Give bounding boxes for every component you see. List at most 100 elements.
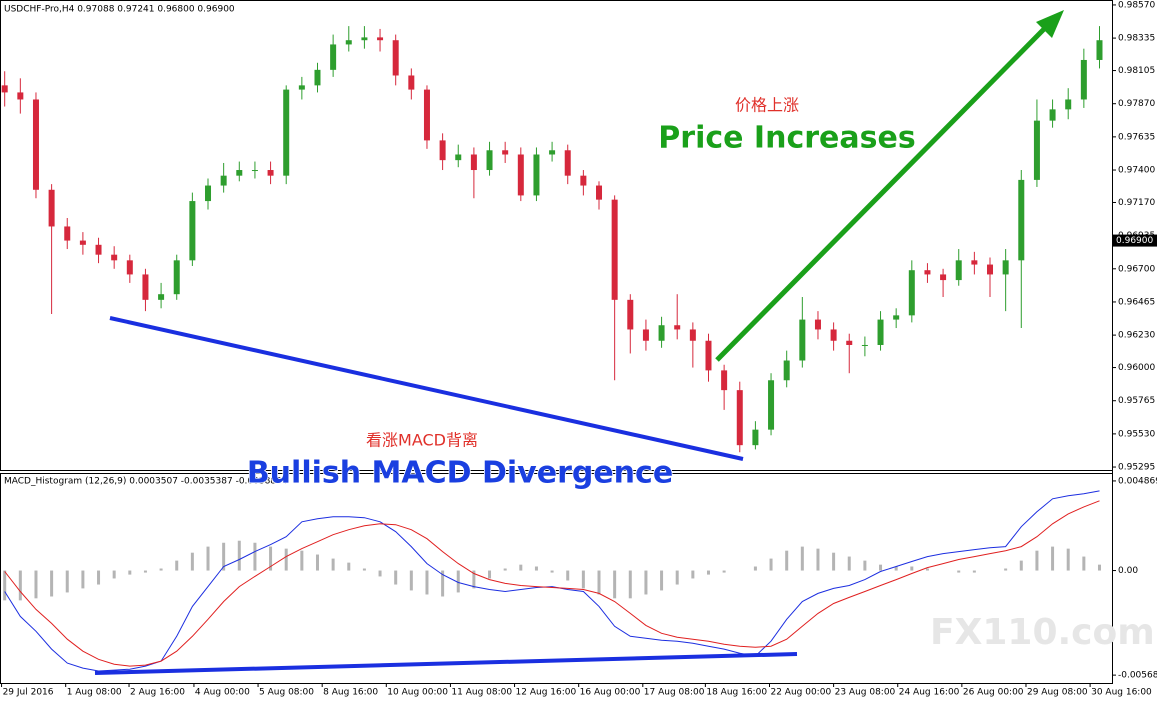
histogram-bar <box>1051 546 1055 571</box>
price-panel <box>0 0 1113 471</box>
candle-body <box>611 199 618 300</box>
candle-body <box>95 244 102 255</box>
candle-body <box>251 170 258 172</box>
x-tick-label: 30 Aug 16:00 <box>1091 688 1152 698</box>
histogram-bar <box>97 570 101 585</box>
candle-body <box>768 380 775 430</box>
x-tick-label: 24 Aug 16:00 <box>899 688 960 698</box>
histogram-bar <box>1019 560 1023 571</box>
candle-body <box>642 329 649 341</box>
candle-body <box>830 329 837 341</box>
histogram-bar <box>488 570 492 579</box>
current-price-box <box>1113 234 1157 247</box>
candle-body <box>1033 120 1040 180</box>
y-tick-label: 0.96230 <box>1118 331 1155 341</box>
candle-body <box>455 154 462 161</box>
histogram-bar <box>691 570 695 579</box>
y-tick-label: 0.97870 <box>1118 99 1155 109</box>
y-tick-label: 0.97635 <box>1118 132 1155 142</box>
trend-arrow <box>715 23 1050 362</box>
candle-body <box>783 360 790 381</box>
histogram-bar <box>128 570 132 575</box>
candle-body <box>32 99 39 190</box>
candle-body <box>1049 109 1056 121</box>
histogram-bar <box>394 570 398 585</box>
histogram-bar <box>660 570 664 591</box>
candle-body <box>236 170 243 176</box>
macd-line <box>4 490 1100 672</box>
candle-body <box>1 85 8 93</box>
candle-body <box>408 75 415 90</box>
candle-body <box>799 319 806 361</box>
histogram-bar <box>879 564 883 571</box>
histogram-bar <box>34 570 38 599</box>
annotation: Bullish MACD Divergence <box>247 456 673 491</box>
x-tick-label: 18 Aug 16:00 <box>706 688 767 698</box>
candle-body <box>955 260 962 281</box>
histogram-bar <box>190 552 194 571</box>
candle-body <box>517 154 524 196</box>
divergence-line <box>109 316 744 461</box>
histogram-bar <box>1004 568 1008 571</box>
x-tick-label: 4 Aug 00:00 <box>195 688 250 698</box>
histogram-bar <box>706 570 710 575</box>
histogram-bar <box>957 570 961 573</box>
x-tick-label: 16 Aug 00:00 <box>580 688 641 698</box>
candle-body <box>627 299 634 330</box>
histogram-bar <box>222 542 226 571</box>
arrow-head <box>1036 10 1064 38</box>
histogram-bar <box>894 566 898 571</box>
histogram-bar <box>441 570 445 597</box>
candle-body <box>17 92 24 100</box>
candle-body <box>439 140 446 161</box>
x-tick-label: 10 Aug 00:00 <box>387 688 448 698</box>
candle-body <box>752 429 759 446</box>
histogram-bar <box>378 570 382 577</box>
candle-body <box>564 150 571 176</box>
histogram-bar <box>472 570 476 589</box>
x-tick-label: 26 Aug 00:00 <box>963 688 1024 698</box>
histogram-bar <box>456 570 460 593</box>
candle-body <box>1096 40 1103 60</box>
y-tick-label: 0.95765 <box>1118 396 1155 406</box>
histogram-bar <box>785 550 789 571</box>
histogram-bar <box>1097 564 1101 571</box>
candle-body <box>173 260 180 295</box>
histogram-bar <box>300 550 304 571</box>
x-tick-label: 22 Aug 00:00 <box>770 688 831 698</box>
candle-body <box>924 270 931 275</box>
y-tick-label: 0.96000 <box>1118 363 1155 373</box>
x-tick-label: 1 Aug 08:00 <box>67 688 122 698</box>
annotation: 看涨MACD背离 <box>366 431 478 450</box>
histogram-bar <box>331 558 335 571</box>
x-tick-label: 29 Jul 2016 <box>3 688 54 698</box>
price-title: USDCHF-Pro,H4 0.97088 0.97241 0.96800 0.… <box>4 5 235 15</box>
histogram-bar <box>644 570 648 595</box>
histogram-bar <box>362 568 366 571</box>
candle-body <box>908 270 915 316</box>
candle-body <box>721 370 728 391</box>
histogram-bar <box>628 570 632 599</box>
histogram-bar <box>910 566 914 571</box>
x-tick-label: 5 Aug 08:00 <box>259 688 314 698</box>
candle-body <box>971 260 978 265</box>
histogram-bar <box>800 546 804 571</box>
histogram-bar <box>143 570 147 573</box>
histogram-bar <box>566 570 570 581</box>
histogram-bar <box>206 546 210 571</box>
histogram-bar <box>425 570 429 595</box>
x-tick-label: 2 Aug 16:00 <box>130 688 185 698</box>
candle-body <box>861 344 868 346</box>
histogram-bar <box>675 570 679 585</box>
histogram-bar <box>972 570 976 573</box>
y-tick-label: 0.98335 <box>1118 34 1155 44</box>
candle-body <box>1080 59 1087 100</box>
candle-body <box>580 175 587 186</box>
histogram-bar <box>722 570 726 573</box>
candle-body <box>846 340 853 345</box>
histogram-bar <box>3 570 7 601</box>
current-price-label: 0.96900 <box>1116 236 1153 246</box>
candle-body <box>283 89 290 176</box>
